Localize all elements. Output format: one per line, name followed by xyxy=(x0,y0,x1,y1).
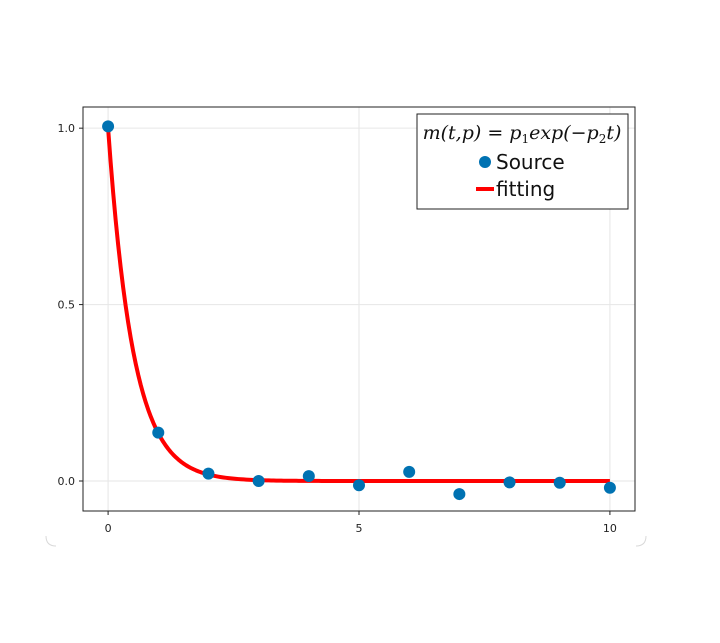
source-point xyxy=(553,476,566,489)
source-point xyxy=(302,470,315,483)
legend-title: m(t,p) = p1exp(−p2t) xyxy=(423,122,622,146)
source-point xyxy=(202,467,215,480)
x-tick-label: 5 xyxy=(356,522,363,535)
x-axis: 0 5 10 xyxy=(105,511,617,535)
legend-marker-source xyxy=(479,156,491,168)
y-tick-label: 0.0 xyxy=(58,475,76,488)
source-point xyxy=(453,488,466,501)
legend: m(t,p) = p1exp(−p2t) Source fitting xyxy=(416,113,629,210)
source-point xyxy=(152,426,165,439)
source-series xyxy=(102,120,616,501)
x-tick-label: 10 xyxy=(603,522,617,535)
source-point xyxy=(603,481,616,494)
legend-box xyxy=(416,113,629,210)
source-point xyxy=(403,465,416,478)
source-point xyxy=(102,120,115,133)
legend-label-fitting: fitting xyxy=(496,177,555,201)
y-tick-label: 1.0 xyxy=(58,122,76,135)
source-point xyxy=(353,479,365,492)
y-tick-label: 0.5 xyxy=(58,299,76,312)
legend-label-source: Source xyxy=(496,150,565,174)
x-tick-label: 0 xyxy=(105,522,112,535)
y-axis: 0.0 0.5 1.0 xyxy=(58,122,83,488)
source-point xyxy=(252,475,265,488)
card-corner-right xyxy=(635,535,647,547)
card-corner-left xyxy=(45,535,57,547)
source-point xyxy=(503,476,516,489)
